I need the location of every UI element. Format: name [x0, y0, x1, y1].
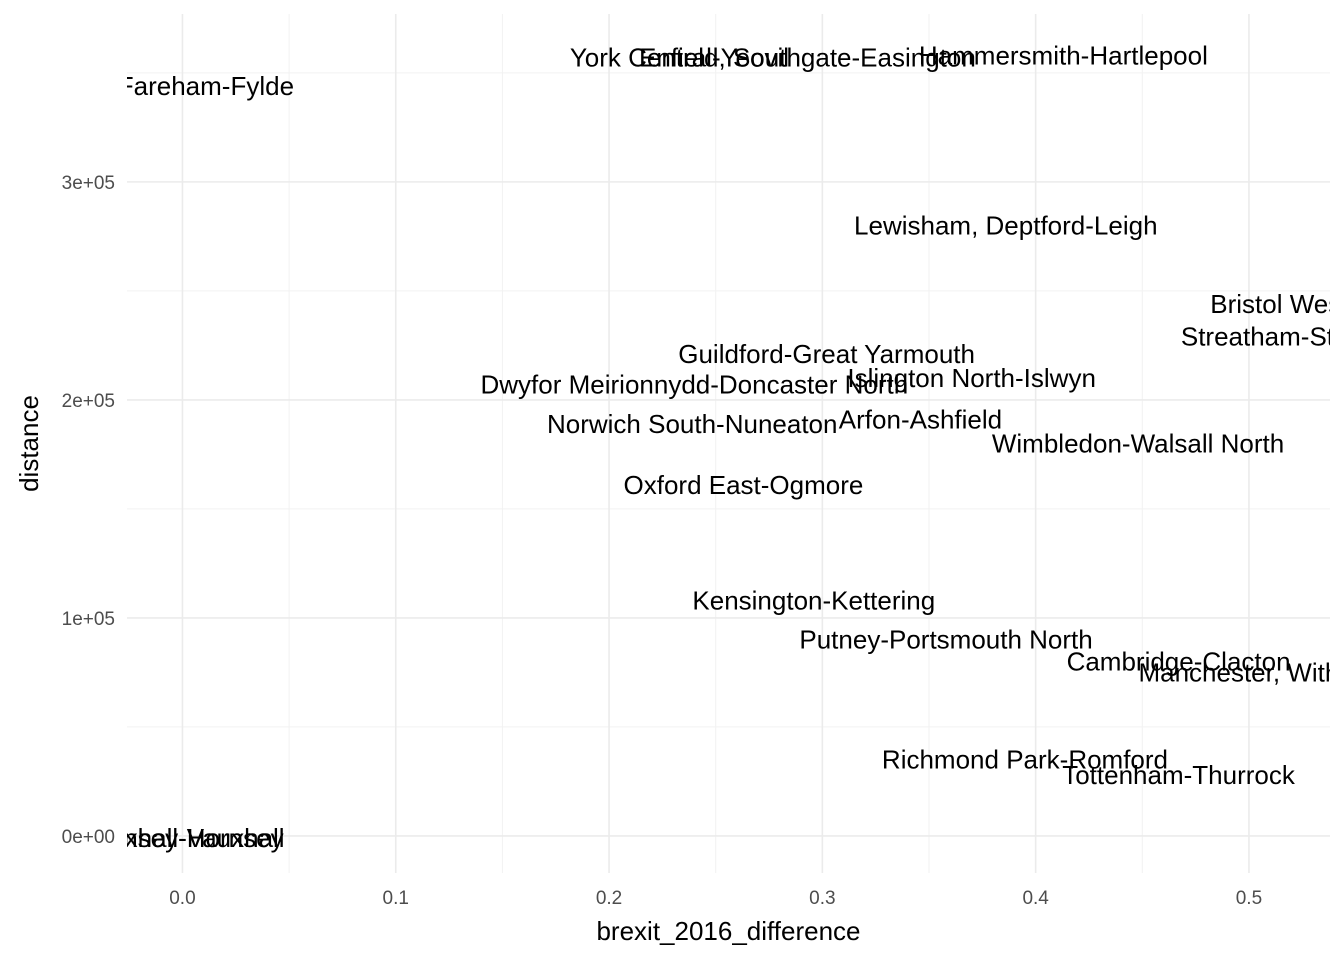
x-tick-label: 0.2: [596, 888, 622, 909]
point-label: Fareham-Fylde: [118, 71, 294, 101]
point-label: Manchester, Withington-Mansfield: [1138, 657, 1344, 687]
point-label: Norwich South-Nuneaton: [547, 409, 838, 439]
y-tick-label: 2e+05: [62, 391, 115, 412]
y-tick-label: 0e+00: [62, 827, 115, 848]
point-label: Richmond Park-Romford: [882, 745, 1168, 775]
grid-lines: [127, 14, 1330, 873]
point-label: Bristol West-Barnsley: [1210, 289, 1344, 319]
point-label: Hornsey-Hornsey: [81, 823, 283, 853]
point-label: Tottenham-Thurrock: [1062, 760, 1296, 790]
point-label: Cambridge-Clacton: [1067, 647, 1291, 677]
point-label: Wimbledon-Walsall North: [992, 429, 1284, 459]
x-axis-title: brexit_2016_difference: [596, 916, 860, 946]
point-label: Arfon-Ashfield: [839, 405, 1002, 435]
point-label: Dwyfor Meirionnydd-Doncaster North: [481, 370, 909, 400]
axis-ticks: 0.0 0.1 0.2 0.3 0.4 0.5 0e+00 1e+05 2e+05 3e+05: [62, 173, 1263, 909]
x-tick-label: 0.3: [809, 888, 835, 909]
x-tick-label: 0.4: [1022, 888, 1049, 909]
y-tick-label: 3e+05: [62, 173, 115, 194]
x-tick-label: 0.0: [169, 888, 195, 909]
x-tick-label: 0.1: [383, 888, 409, 909]
y-tick-label: 1e+05: [62, 609, 115, 630]
point-label: Vauxhall-Vauxhall: [80, 823, 284, 853]
point-label: York Central-Yeovil: [570, 43, 789, 73]
point-label: Enfield, Southgate-Easington: [639, 43, 976, 73]
point-label: Lewisham, Deptford-Leigh: [854, 210, 1158, 240]
point-label: Oxford East-Ogmore: [624, 470, 864, 500]
point-label: Islington North-Islwyn: [847, 363, 1096, 393]
point-label: Streatham-Stoke-On-Trent: [1181, 322, 1344, 352]
x-tick-label: 0.5: [1236, 888, 1262, 909]
point-label: Putney-Portsmouth North: [799, 625, 1092, 655]
point-label: Kensington-Kettering: [692, 585, 935, 615]
point-label: Guildford-Great Yarmouth: [678, 339, 975, 369]
point-label: Hammersmith-Hartlepool: [919, 40, 1208, 70]
y-axis-title: distance: [14, 395, 44, 492]
